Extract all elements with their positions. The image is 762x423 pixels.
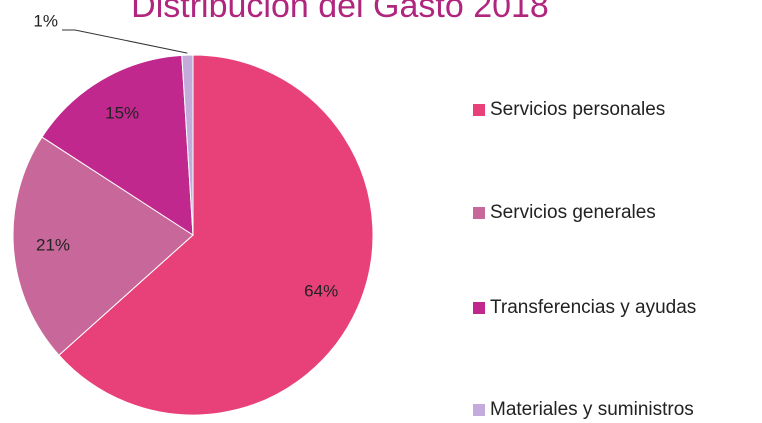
legend-swatch [473,207,485,219]
legend-label: Transferencias y ayudas [490,297,696,318]
pie-slice [12,136,194,356]
leader-line [62,29,188,54]
pie-slice [58,54,374,416]
data-label: 15% [105,103,139,122]
chart-title: Distribución del Gasto 2018 [131,0,549,25]
pie-slice [41,54,194,236]
data-label: 21% [36,235,70,254]
legend-label: Servicios personales [490,99,665,120]
legend-swatch [473,104,485,116]
data-label: 1% [33,11,58,30]
pie-slice [181,54,194,236]
legend-swatch [473,404,485,416]
data-label: 64% [304,282,338,301]
legend-label: Materiales y suministros [490,399,694,420]
legend-swatch [473,302,485,314]
legend-label: Servicios generales [490,202,656,223]
